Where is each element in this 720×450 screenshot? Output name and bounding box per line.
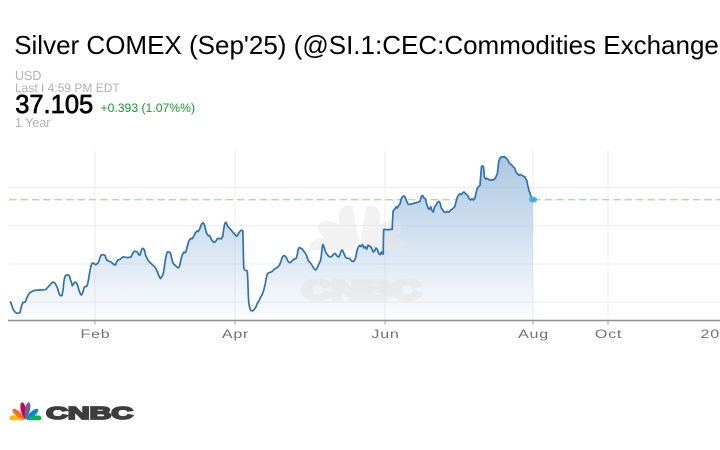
svg-text:Apr: Apr xyxy=(222,327,249,341)
svg-text:20: 20 xyxy=(701,327,720,341)
svg-text:CNBC: CNBC xyxy=(46,403,134,423)
svg-text:Oct: Oct xyxy=(595,327,622,341)
svg-text:Aug: Aug xyxy=(518,327,549,341)
svg-text:CNBC: CNBC xyxy=(302,275,421,305)
svg-text:Jun: Jun xyxy=(371,327,399,341)
svg-text:Feb: Feb xyxy=(81,327,111,341)
